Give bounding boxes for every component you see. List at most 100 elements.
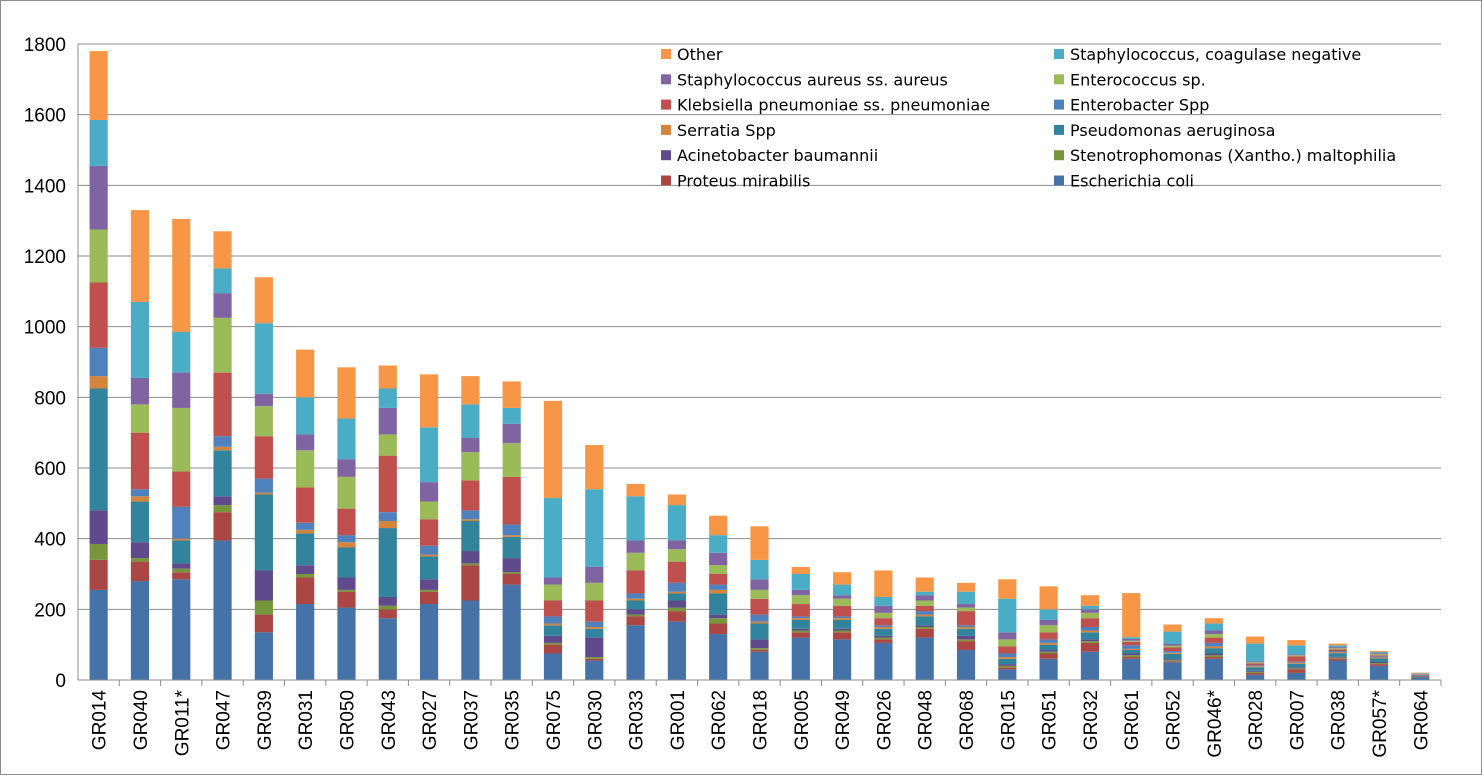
- bar-segment-staphylococcus-coagulase-negative: [255, 323, 273, 394]
- bar-segment-acinetobacter-baumannii: [833, 629, 851, 631]
- bar-segment-klebsiella-pneumoniae-ss-pneumoniae: [296, 487, 314, 522]
- bar-segment-enterobacter-spp: [668, 583, 686, 592]
- bar-segment-klebsiella-pneumoniae-ss-pneumoniae: [172, 472, 190, 507]
- bar-segment-proteus-mirabilis: [668, 611, 686, 622]
- bar-segment-staphylococcus-aureus-ss-aureus: [255, 394, 273, 406]
- bar-segment-pseudomonas-aeruginosa: [1246, 667, 1264, 671]
- bar-segment-stenotrophomonas-xantho-maltophilia: [833, 631, 851, 633]
- x-tick-label: GR011*: [172, 689, 193, 756]
- bar-segment-pseudomonas-aeruginosa: [1122, 650, 1140, 654]
- bar-segment-staphylococcus-aureus-ss-aureus: [1370, 653, 1388, 654]
- bar-segment-serratia-spp: [1329, 652, 1347, 653]
- bar-segment-enterobacter-spp: [1163, 651, 1181, 653]
- legend-item: Staphylococcus aureus ss. aureus: [661, 70, 948, 89]
- bar-segment-serratia-spp: [1205, 646, 1223, 648]
- bar-segment-serratia-spp: [337, 542, 355, 547]
- bar-segment-other: [296, 350, 314, 398]
- bar-segment-proteus-mirabilis: [833, 632, 851, 639]
- bar-segment-proteus-mirabilis: [1122, 657, 1140, 659]
- bar-segment-stenotrophomonas-xantho-maltophilia: [172, 569, 190, 573]
- bar-segment-enterobacter-spp: [1287, 662, 1305, 663]
- bar-segment-serratia-spp: [874, 627, 892, 629]
- bar-segment-escherichia-coli: [957, 650, 975, 680]
- bar-segment-enterococcus-sp: [668, 549, 686, 561]
- bar-segment-pseudomonas-aeruginosa: [1163, 654, 1181, 659]
- bar-segment-enterobacter-spp: [874, 625, 892, 627]
- legend-swatch: [661, 100, 671, 110]
- bar-segment-acinetobacter-baumannii: [585, 638, 603, 657]
- bar-segment-staphylococcus-coagulase-negative: [916, 592, 934, 596]
- legend-label: Other: [677, 45, 723, 64]
- bar-segment-pseudomonas-aeruginosa: [131, 502, 149, 543]
- bar-segment-enterobacter-spp: [957, 625, 975, 627]
- bar-segment-pseudomonas-aeruginosa: [213, 450, 231, 496]
- bar-segment-proteus-mirabilis: [420, 592, 438, 604]
- x-tick-label: GR033: [627, 690, 648, 750]
- bar-segment-stenotrophomonas-xantho-maltophilia: [1246, 672, 1264, 673]
- bar-segment-serratia-spp: [90, 376, 108, 388]
- bar-segment-pseudomonas-aeruginosa: [668, 593, 686, 600]
- y-tick-label: 400: [34, 530, 66, 551]
- bar-segment-serratia-spp: [461, 519, 479, 521]
- bar-segment-enterobacter-spp: [420, 546, 438, 555]
- bar-segment-escherichia-coli: [1205, 659, 1223, 680]
- bar-segment-staphylococcus-aureus-ss-aureus: [1040, 620, 1058, 625]
- bar-segment-acinetobacter-baumannii: [1163, 659, 1181, 660]
- bar-segment-serratia-spp: [709, 590, 727, 594]
- bar-segment-acinetobacter-baumannii: [627, 609, 645, 614]
- bar-segment-other: [337, 367, 355, 418]
- bar-segment-enterococcus-sp: [1329, 648, 1347, 649]
- bar-segment-other: [503, 381, 521, 408]
- legend-label: Enterococcus sp.: [1070, 70, 1206, 89]
- bar-segment-stenotrophomonas-xantho-maltophilia: [1329, 658, 1347, 659]
- bar-segment-staphylococcus-coagulase-negative: [213, 268, 231, 293]
- bar-segment-klebsiella-pneumoniae-ss-pneumoniae: [255, 436, 273, 478]
- bar-segment-staphylococcus-aureus-ss-aureus: [750, 579, 768, 590]
- bar-segment-serratia-spp: [916, 615, 934, 617]
- bar-segment-acinetobacter-baumannii: [957, 636, 975, 640]
- x-tick-label: GR048: [916, 690, 937, 750]
- bar-segment-staphylococcus-coagulase-negative: [90, 120, 108, 166]
- bar-segment-staphylococcus-aureus-ss-aureus: [1205, 631, 1223, 635]
- bar-segment-acinetobacter-baumannii: [1205, 654, 1223, 656]
- bar-segment-stenotrophomonas-xantho-maltophilia: [916, 627, 934, 629]
- bar-segment-pseudomonas-aeruginosa: [1329, 653, 1347, 657]
- x-tick-label: GR068: [957, 690, 978, 750]
- bar-segment-klebsiella-pneumoniae-ss-pneumoniae: [792, 604, 810, 616]
- bar-segment-other: [1246, 637, 1264, 644]
- y-tick-label: 200: [34, 600, 66, 621]
- x-tick-label: GR001: [668, 690, 689, 750]
- bar-segment-other: [668, 495, 686, 506]
- bar-segment-acinetobacter-baumannii: [337, 578, 355, 590]
- bar-segment-staphylococcus-aureus-ss-aureus: [668, 540, 686, 549]
- bar-segment-acinetobacter-baumannii: [1246, 671, 1264, 672]
- bar-segment-stenotrophomonas-xantho-maltophilia: [296, 574, 314, 578]
- x-tick-label: GR035: [503, 690, 524, 750]
- bar-segment-escherichia-coli: [379, 618, 397, 680]
- bar-segment-proteus-mirabilis: [1411, 676, 1429, 677]
- bar-segment-serratia-spp: [792, 618, 810, 620]
- bar-segment-serratia-spp: [1246, 666, 1264, 667]
- x-tick-label: GR043: [379, 690, 400, 750]
- x-tick-label: GR050: [337, 690, 358, 750]
- bar-segment-stenotrophomonas-xantho-maltophilia: [1287, 668, 1305, 669]
- bar-segment-acinetobacter-baumannii: [709, 615, 727, 619]
- legend-label: Staphylococcus, coagulase negative: [1070, 45, 1361, 64]
- bar-segment-klebsiella-pneumoniae-ss-pneumoniae: [1370, 655, 1388, 656]
- bar-segment-pseudomonas-aeruginosa: [874, 629, 892, 636]
- bar-segment-klebsiella-pneumoniae-ss-pneumoniae: [337, 509, 355, 536]
- bar-segment-staphylococcus-aureus-ss-aureus: [503, 424, 521, 443]
- bar-segment-proteus-mirabilis: [1040, 654, 1058, 659]
- bar-segment-enterobacter-spp: [379, 512, 397, 521]
- bar-segment-klebsiella-pneumoniae-ss-pneumoniae: [213, 373, 231, 437]
- bar-segment-klebsiella-pneumoniae-ss-pneumoniae: [379, 456, 397, 513]
- bar-segment-staphylococcus-aureus-ss-aureus: [833, 595, 851, 599]
- bar-segment-klebsiella-pneumoniae-ss-pneumoniae: [1246, 663, 1264, 665]
- bar-segment-stenotrophomonas-xantho-maltophilia: [1040, 652, 1058, 654]
- bar-segment-pseudomonas-aeruginosa: [172, 540, 190, 563]
- bar-segment-acinetobacter-baumannii: [172, 563, 190, 568]
- bar-segment-other: [172, 219, 190, 332]
- bar-segment-stenotrophomonas-xantho-maltophilia: [379, 606, 397, 610]
- legend-swatch: [1054, 49, 1064, 59]
